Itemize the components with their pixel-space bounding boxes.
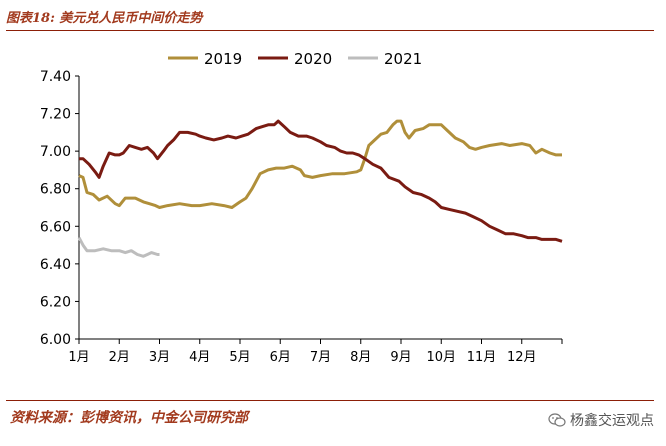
y-tick-label: 7.00 <box>40 144 71 160</box>
watermark: 杨鑫交运观点 <box>548 410 654 430</box>
y-tick-label: 6.20 <box>40 294 71 310</box>
x-tick-label: 11月 <box>467 350 497 365</box>
x-tick-label: 6月 <box>270 350 291 365</box>
footer-divider <box>6 400 654 401</box>
x-tick-label: 8月 <box>350 350 371 365</box>
x-tick-label: 7月 <box>310 350 331 365</box>
series-lines <box>77 119 563 258</box>
legend: 2019 2020 2021 <box>168 50 422 68</box>
y-tick-label: 7.20 <box>40 107 71 123</box>
y-tick-label: 7.40 <box>40 69 71 85</box>
x-tick-label: 9月 <box>390 350 411 365</box>
source-note: 资料来源：彭博资讯，中金公司研究部 <box>10 410 248 426</box>
y-tick-label: 6.00 <box>40 332 71 348</box>
title-divider <box>6 30 654 31</box>
series-line-2019 <box>78 119 562 209</box>
x-tick-label: 5月 <box>229 350 250 365</box>
x-tick-label: 10月 <box>426 350 456 365</box>
legend-label-2019: 2019 <box>204 50 242 68</box>
axes: 6.00 6.20 6.40 6.60 6.80 7.00 7.20 7.40 1月 2月 3月 4月… <box>40 69 563 365</box>
y-tick-label: 6.60 <box>40 219 71 235</box>
y-tick-label: 6.40 <box>40 257 71 273</box>
legend-label-2021: 2021 <box>384 50 422 68</box>
x-tick-label: 1月 <box>68 350 89 365</box>
x-tick-label: 4月 <box>189 350 210 365</box>
series-line-2021 <box>77 236 160 258</box>
series-line-2020 <box>79 119 563 243</box>
chart-title: 图表18: 美元兑人民币中间价走势 <box>6 11 203 26</box>
wechat-icon <box>548 413 566 427</box>
y-tick-label: 6.80 <box>40 182 71 198</box>
x-tick-label: 12月 <box>507 350 537 365</box>
watermark-text: 杨鑫交运观点 <box>570 413 654 429</box>
legend-label-2020: 2020 <box>294 50 332 68</box>
x-tick-label: 3月 <box>149 350 170 365</box>
x-tick-label: 2月 <box>109 350 130 365</box>
